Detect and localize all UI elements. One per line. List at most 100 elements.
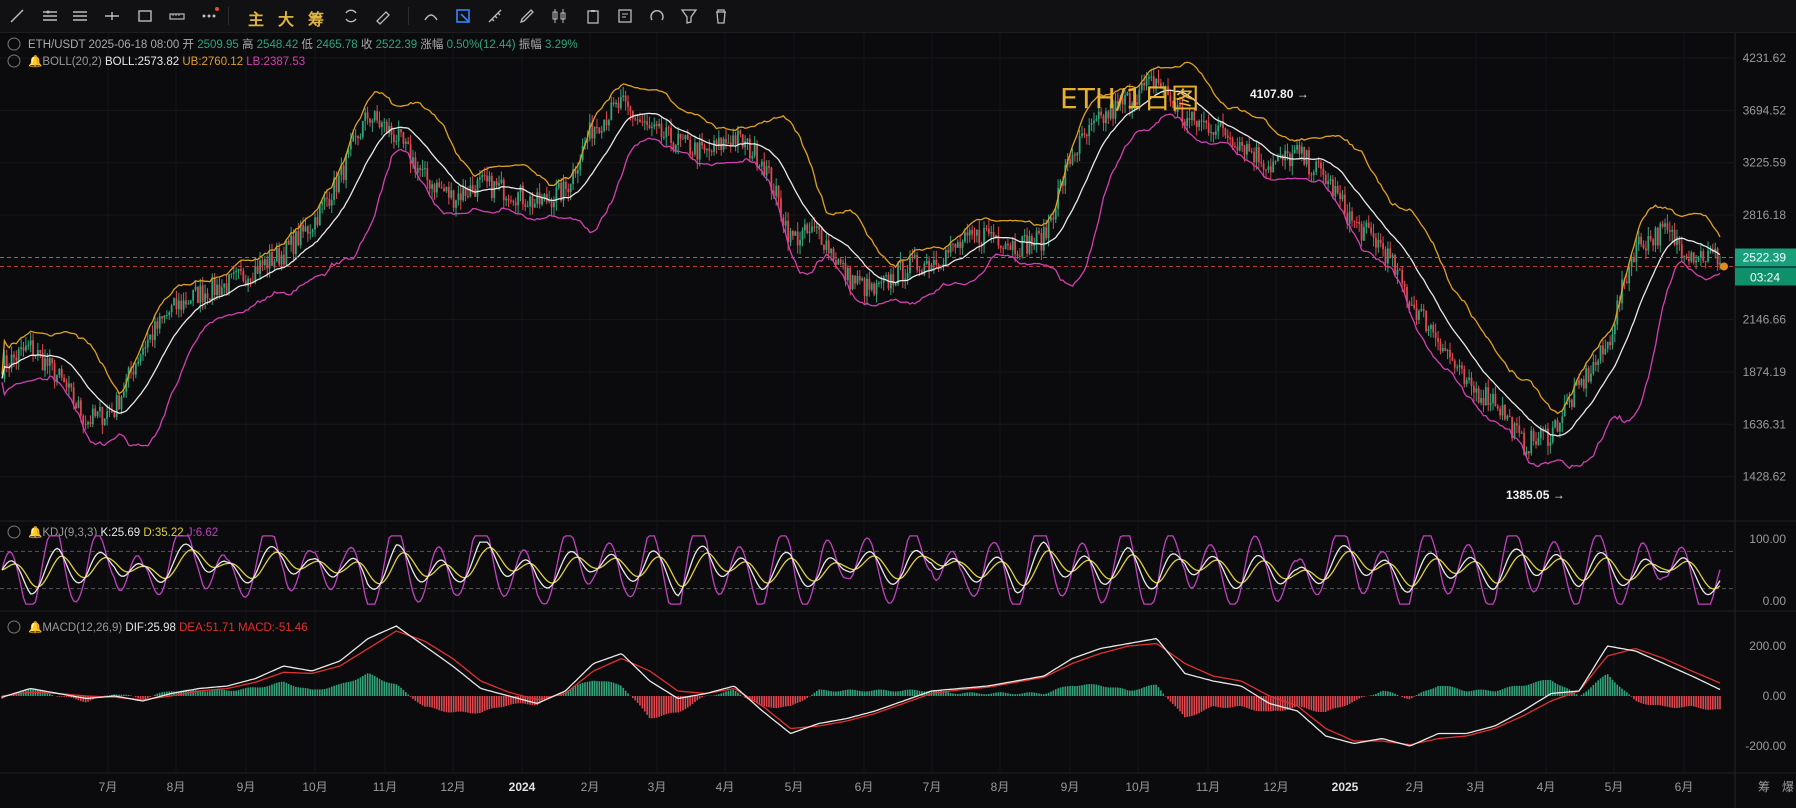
liquidation-toggle[interactable]: 爆 — [1782, 780, 1794, 794]
time-tick-label: 6月 — [855, 780, 874, 794]
macd-collapse-icon[interactable] — [7, 620, 21, 634]
candle-body — [32, 340, 34, 356]
horizontal-lines-icon[interactable] — [39, 5, 61, 27]
legend: ETH/USDT 2025-06-18 08:00 开 2509.95 高 25… — [7, 37, 578, 634]
candle-body — [596, 126, 598, 128]
candle-body — [751, 155, 754, 159]
candle-body — [70, 383, 73, 388]
candle-body — [462, 187, 465, 201]
candle-body — [1174, 102, 1177, 112]
candle-body — [811, 226, 813, 232]
note-icon[interactable] — [614, 5, 636, 27]
chart[interactable]: ETH/1日图 4107.80 → 1385.05 → ETH/USDT 2025-0… — [0, 33, 1796, 808]
candle-body — [873, 283, 876, 295]
candle-body — [168, 312, 171, 315]
candle-body — [1145, 78, 1148, 86]
candle-body — [959, 242, 962, 249]
line-tool-icon[interactable] — [6, 5, 28, 27]
candle-body — [906, 273, 909, 279]
candle-body — [278, 247, 281, 265]
magnet-tool-icon[interactable] — [420, 5, 442, 27]
candle-body — [1355, 221, 1358, 223]
candle-body — [1018, 255, 1021, 257]
ruler-icon[interactable] — [484, 5, 506, 27]
candle-body — [120, 396, 123, 410]
chip-toggle[interactable]: 筹 — [1758, 780, 1770, 794]
kdj-k-line — [1, 541, 1721, 597]
candle-body — [794, 231, 797, 236]
candle-body — [1234, 145, 1236, 147]
trash-icon[interactable] — [710, 5, 732, 27]
time-tick-label: 5月 — [785, 780, 804, 794]
candle-body — [1083, 133, 1086, 135]
candle-body — [1544, 428, 1547, 432]
candle-body — [765, 166, 768, 176]
horizontal-ray-icon[interactable] — [101, 5, 123, 27]
candle-body — [1169, 95, 1172, 102]
measure-icon[interactable] — [166, 5, 188, 27]
rectangle-icon[interactable] — [134, 5, 156, 27]
candle-body — [173, 298, 175, 306]
collapse-icon[interactable] — [7, 37, 21, 51]
candle-body — [455, 200, 457, 208]
candle-body — [545, 193, 548, 202]
more-icon[interactable] — [198, 5, 220, 27]
candle-body — [1566, 402, 1568, 405]
candle-body — [1570, 399, 1573, 407]
candle-body — [1673, 229, 1676, 245]
candle-body — [426, 168, 429, 181]
candle-body — [340, 165, 343, 176]
candle-body — [1365, 222, 1368, 228]
candle-body — [111, 411, 113, 413]
candle-body — [1685, 255, 1688, 259]
chip-button[interactable]: 筹 — [308, 12, 325, 29]
indicator-active-icon[interactable] — [452, 5, 474, 27]
candle-body — [827, 240, 830, 254]
candle-body — [1030, 236, 1033, 246]
candle-body — [1095, 119, 1098, 121]
candle-body — [799, 239, 801, 246]
magnet-icon[interactable] — [646, 5, 668, 27]
candle-body — [801, 230, 804, 240]
candle-body — [273, 261, 276, 266]
candle-body — [1073, 154, 1076, 156]
candle-body — [1410, 304, 1413, 306]
candles-icon[interactable] — [548, 5, 570, 27]
sync-icon[interactable] — [340, 5, 362, 27]
price-tick-label: 4231.62 — [1743, 51, 1787, 65]
candle-body — [741, 134, 744, 148]
boll-legend: 🔔BOLL(20,2) BOLL:2573.82 UB:2760.12 LB:2… — [28, 54, 305, 68]
candle-body — [1628, 266, 1631, 283]
candle-body — [1085, 134, 1088, 137]
candle-body — [283, 254, 285, 265]
clipboard-icon[interactable] — [582, 5, 604, 27]
candle-body — [1386, 248, 1389, 264]
candle-body — [1580, 379, 1583, 386]
main-chart-button[interactable]: 主 — [248, 12, 265, 29]
candle-body — [17, 349, 20, 361]
candle-body — [1107, 111, 1110, 119]
candle-body — [144, 347, 147, 349]
candle-body — [108, 411, 111, 413]
candle-body — [1195, 120, 1198, 127]
eraser-icon[interactable] — [372, 5, 394, 27]
candle-body — [1164, 86, 1167, 88]
boll-collapse-icon[interactable] — [7, 54, 21, 68]
candle-body — [966, 232, 969, 236]
filter-icon[interactable] — [678, 5, 700, 27]
kdj-collapse-icon[interactable] — [7, 525, 21, 539]
candle-body — [916, 255, 919, 271]
big-button[interactable]: 大 — [278, 12, 295, 29]
candle-body — [543, 193, 546, 198]
candle-body — [275, 247, 278, 262]
candle-body — [137, 361, 140, 364]
candle-body — [1568, 399, 1571, 403]
candle-body — [132, 371, 135, 375]
candle-body — [464, 187, 467, 197]
candle-body — [734, 135, 737, 145]
candle-body — [1602, 345, 1604, 355]
parallel-lines-icon[interactable] — [69, 5, 91, 27]
pen-icon[interactable] — [516, 5, 538, 27]
candle-body — [708, 148, 711, 152]
candle-body — [1332, 179, 1334, 197]
